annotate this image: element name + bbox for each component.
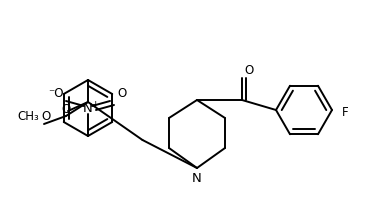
Text: N: N bbox=[83, 102, 93, 114]
Text: F: F bbox=[342, 106, 348, 119]
Text: +: + bbox=[91, 99, 99, 109]
Text: N: N bbox=[192, 172, 202, 184]
Text: O: O bbox=[117, 87, 127, 99]
Text: ⁻O: ⁻O bbox=[48, 87, 64, 99]
Text: CH₃: CH₃ bbox=[17, 109, 39, 123]
Text: O: O bbox=[42, 109, 51, 123]
Text: O: O bbox=[244, 63, 254, 77]
Text: O: O bbox=[62, 102, 71, 116]
